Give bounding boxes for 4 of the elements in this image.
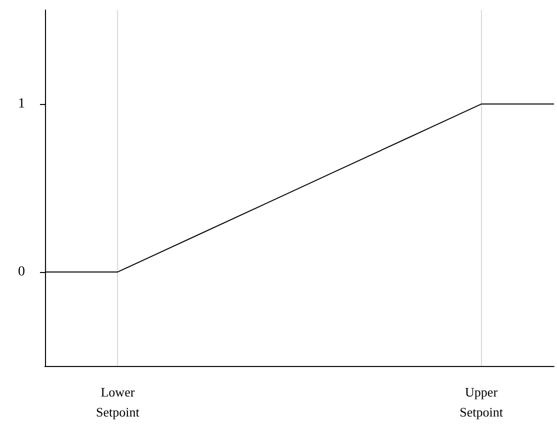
x-tick-label: Upper Setpoint <box>460 384 504 420</box>
x-tick-label: Lower Setpoint <box>96 384 140 420</box>
y-tick-label: 1 <box>18 96 25 112</box>
y-tick-label: 0 <box>18 264 25 280</box>
